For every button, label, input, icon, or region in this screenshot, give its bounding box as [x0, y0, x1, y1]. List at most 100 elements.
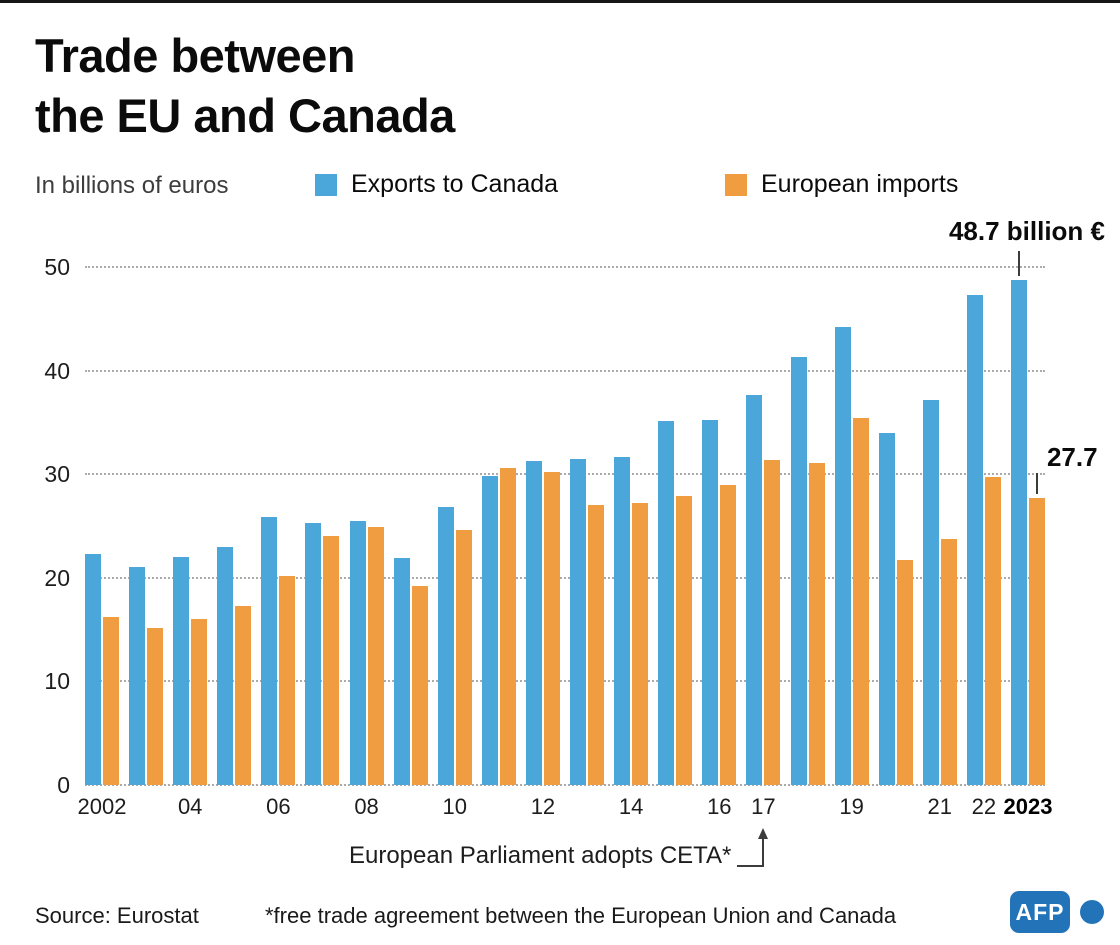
legend-label-exports: Exports to Canada — [351, 170, 559, 198]
bar-exports — [702, 420, 719, 785]
bar-imports — [367, 527, 384, 785]
legend-label-imports: European imports — [761, 170, 959, 198]
bar-exports — [217, 546, 234, 785]
bar-exports — [173, 557, 190, 785]
bar-imports — [455, 530, 472, 785]
bar-group: 2023 — [1003, 280, 1052, 819]
x-tick-label: 2002 — [77, 794, 127, 819]
exports-annotation: 48.7 billion € — [948, 216, 1105, 247]
bar-imports — [411, 586, 428, 785]
gridline — [85, 473, 1045, 476]
y-tick-label: 30 — [44, 461, 70, 488]
bar-imports — [852, 418, 869, 785]
page-title: Trade between the EU and Canada — [35, 26, 455, 145]
title-line-2: the EU and Canada — [35, 88, 455, 142]
bar-exports — [966, 294, 983, 785]
bar-exports — [349, 520, 366, 785]
footnote: *free trade agreement between the Europe… — [265, 903, 897, 928]
gridline — [85, 680, 1045, 683]
bar-imports — [279, 575, 296, 785]
exports-swatch — [315, 173, 337, 196]
bar-exports — [834, 327, 851, 785]
y-tick-label: 20 — [44, 564, 70, 591]
x-tick-label: 08 — [354, 794, 379, 819]
gridline — [85, 576, 1045, 579]
bar-exports — [790, 357, 807, 785]
bar-exports — [393, 558, 410, 785]
bar-exports — [437, 507, 454, 785]
x-tick-label: 19 — [839, 794, 864, 819]
x-tick-label: 12 — [530, 794, 556, 819]
bar-imports — [720, 484, 737, 785]
gridline — [85, 266, 1045, 268]
exports-annotation-line — [1017, 251, 1020, 277]
bar-exports — [746, 395, 763, 785]
bar-imports — [103, 617, 119, 785]
bar-imports — [808, 462, 825, 785]
bar-exports — [1010, 280, 1027, 785]
y-tick-label: 40 — [44, 357, 70, 384]
afp-logo-dot-icon — [1080, 900, 1104, 924]
bar-imports — [764, 459, 781, 785]
y-tick-label: 0 — [57, 772, 70, 798]
bar-exports — [878, 432, 895, 785]
x-tick-label: 22 — [971, 794, 997, 819]
bar-group — [393, 558, 428, 785]
bar-group — [305, 522, 340, 785]
bar-group: 2002 — [78, 553, 126, 819]
bar-group: 12 — [525, 460, 560, 819]
bar-imports — [676, 495, 693, 785]
bar-imports — [543, 472, 560, 785]
ceta-arrow-icon — [737, 828, 769, 867]
imports-annotation-line — [1035, 473, 1038, 495]
afp-logo: AFP — [1010, 891, 1104, 933]
bar-imports — [147, 627, 164, 785]
bar-group — [790, 357, 825, 785]
bar-imports — [940, 539, 957, 785]
bar-exports — [614, 456, 631, 785]
bar-group: 06 — [261, 516, 296, 819]
x-tick-label: 16 — [707, 794, 732, 819]
source-label: Source: Eurostat — [35, 903, 199, 928]
bar-group: 22 — [966, 294, 1001, 819]
bar-group: 16 — [702, 420, 737, 819]
bar-imports — [235, 605, 252, 785]
x-tick-label: 04 — [177, 794, 203, 819]
plot-area: 2002 04 06 08 10 12 14 16 17 19 21 22 2023 — [78, 267, 1052, 819]
legend-item-imports: European imports — [725, 170, 958, 199]
bar-exports — [261, 516, 278, 785]
bar-imports — [499, 467, 516, 785]
y-tick-label: 10 — [44, 668, 70, 695]
bar-imports — [588, 505, 605, 785]
bar-group: 14 — [614, 456, 649, 819]
imports-annotation: 27.7 — [1046, 442, 1098, 473]
gridline — [85, 369, 1045, 372]
bar-exports — [658, 421, 675, 785]
bar-group — [129, 567, 164, 785]
bar-group — [658, 421, 693, 785]
x-tick-label: 2023 — [1003, 794, 1053, 819]
legend-item-exports: Exports to Canada — [315, 170, 558, 199]
y-tick-label: 50 — [44, 254, 70, 280]
bar-imports — [191, 619, 208, 785]
bar-exports — [129, 567, 146, 785]
bar-imports — [632, 503, 649, 785]
bar-group: 10 — [437, 507, 472, 819]
bar-imports — [1028, 498, 1045, 785]
bar-group: 19 — [834, 327, 869, 819]
x-tick-label: 21 — [927, 794, 953, 819]
bar-group: 04 — [173, 557, 208, 819]
bar-exports — [85, 553, 101, 785]
x-tick-label: 17 — [751, 794, 776, 819]
bar-imports — [323, 536, 340, 785]
bar-imports — [896, 560, 913, 785]
bar-group — [481, 467, 516, 785]
bar-group: 08 — [349, 520, 384, 819]
chart-subtitle: In billions of euros — [35, 172, 229, 199]
bar-group — [878, 432, 913, 785]
x-tick-label: 14 — [618, 794, 644, 819]
gridline — [85, 784, 1045, 786]
bar-exports — [305, 522, 322, 785]
x-tick-label: 06 — [266, 794, 291, 819]
